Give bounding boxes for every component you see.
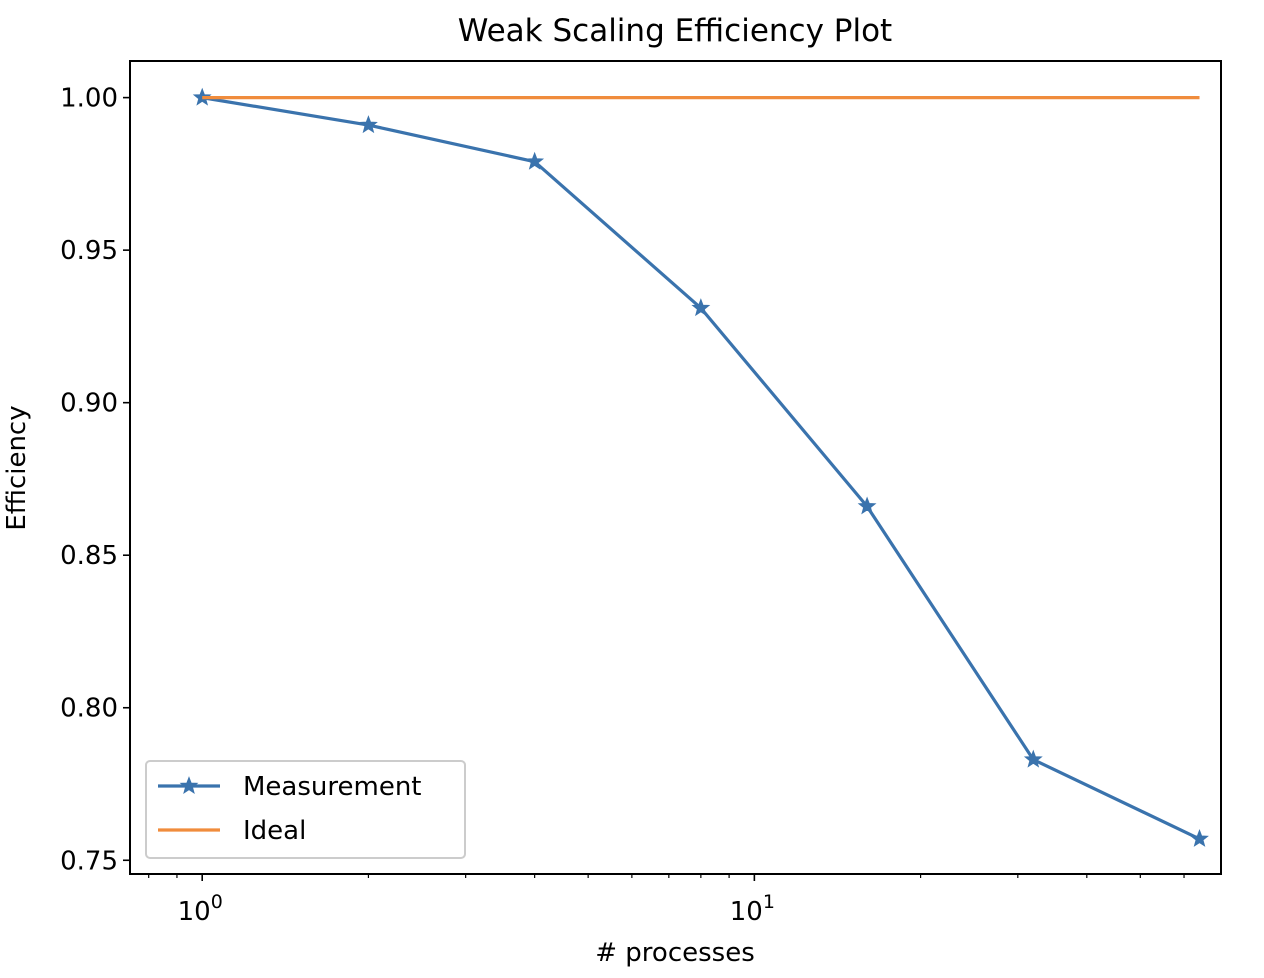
data-point-marker xyxy=(358,115,378,134)
data-point-marker xyxy=(192,87,212,106)
legend: Measurement Ideal xyxy=(145,760,466,859)
legend-measurement-label: Measurement xyxy=(243,772,422,802)
y-tick-label: 1.00 xyxy=(60,84,118,114)
legend-ideal-label: Ideal xyxy=(243,816,306,846)
x-tick-label: 101 xyxy=(730,891,775,927)
plot-frame xyxy=(129,60,1222,875)
y-tick-label: 0.75 xyxy=(60,846,118,876)
y-tick-label: 0.90 xyxy=(60,389,118,419)
y-tick-label: 0.80 xyxy=(60,694,118,724)
data-point-marker xyxy=(691,298,711,317)
data-point-marker xyxy=(1023,749,1043,768)
y-tick-label: 0.85 xyxy=(60,541,118,571)
y-tick-label: 0.95 xyxy=(60,236,118,266)
axis-ticks: 0.75 0.80 0.85 0.90 0.95 1.00 100 101 xyxy=(60,84,1185,927)
data-point-marker xyxy=(1190,829,1209,847)
legend-measurement-star-marker xyxy=(179,776,199,795)
y-axis-label: Efficiency xyxy=(2,405,32,530)
data-point-marker xyxy=(857,496,877,515)
x-axis-label: # processes xyxy=(595,938,755,968)
legend-box xyxy=(145,760,466,859)
chart-title: Weak Scaling Efficiency Plot xyxy=(458,13,892,49)
series-layer xyxy=(192,87,1209,847)
x-tick-label: 100 xyxy=(178,891,223,927)
data-point-marker xyxy=(525,151,545,170)
